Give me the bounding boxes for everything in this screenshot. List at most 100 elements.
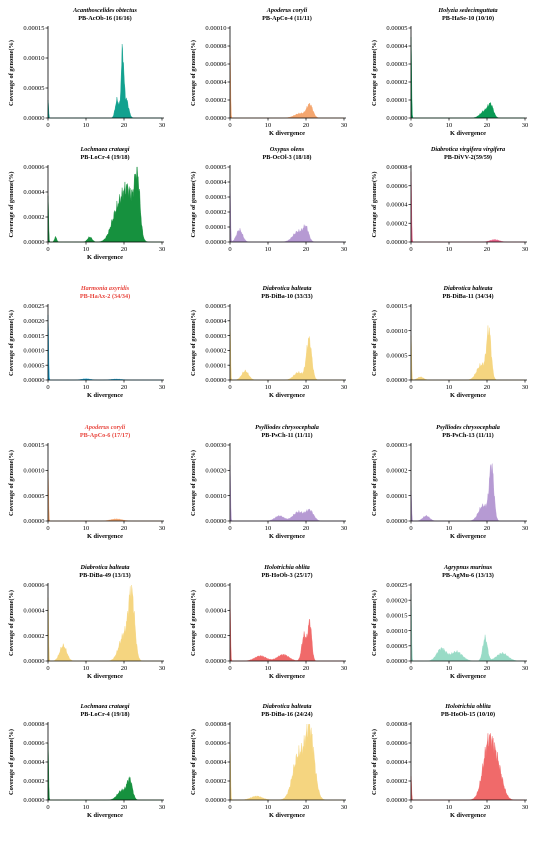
y-tick-label: 0.00005 [386, 643, 407, 650]
y-tick-label: 0.00002 [205, 97, 226, 104]
x-tick-label: 20 [484, 804, 491, 811]
x-axis-label: K divergence [269, 673, 305, 680]
x-tick-label: 20 [121, 525, 128, 532]
y-axis-label: Coverage of genome(%) [371, 590, 378, 656]
y-tick-label: 0.00005 [23, 85, 44, 92]
y-axis-label: Coverage of genome(%) [371, 310, 378, 376]
y-tick-label: 0.00000 [23, 658, 44, 665]
y-tick-label: 0.00005 [205, 164, 226, 171]
y-tick-label: 0.00000 [386, 115, 407, 122]
x-tick-label: 10 [83, 246, 90, 253]
x-axis-label: K divergence [87, 673, 123, 680]
x-tick-label: 20 [484, 122, 491, 129]
y-tick-label: 0.00000 [386, 518, 407, 525]
x-axis-label: K divergence [87, 254, 123, 261]
x-axis-label: K divergence [450, 392, 486, 399]
y-tick-label: 0.00004 [205, 318, 227, 325]
panel-subtitle: PB-DiBa-10 (33/33) [261, 293, 312, 300]
y-tick-label: 0.00004 [205, 179, 227, 186]
y-axis-label: Coverage of genome(%) [8, 40, 15, 106]
panel-subtitle: PB-PsCh-11 (11/11) [261, 432, 312, 439]
y-tick-label: 0.00025 [23, 303, 44, 310]
y-tick-label: 0.00001 [205, 224, 226, 231]
x-tick-label: 20 [121, 122, 128, 129]
x-tick-label: 30 [341, 384, 348, 391]
y-axis-label: Coverage of genome(%) [371, 171, 378, 237]
x-tick-label: 30 [159, 246, 166, 253]
y-tick-label: 0.00020 [386, 597, 407, 604]
series-area [410, 594, 525, 662]
panel-subtitle: PB-AgMu-6 (13/13) [442, 572, 494, 579]
y-tick-label: 0.00006 [23, 164, 45, 171]
x-tick-label: 10 [265, 665, 272, 672]
y-tick-label: 0.00004 [23, 189, 45, 196]
x-tick-label: 10 [83, 384, 90, 391]
x-tick-label: 10 [446, 246, 453, 253]
y-tick-label: 0.00003 [386, 61, 407, 68]
y-tick-label: 0.00000 [23, 115, 44, 122]
x-tick-label: 30 [522, 665, 529, 672]
y-tick-label: 0.00003 [205, 194, 226, 201]
x-tick-label: 10 [265, 804, 272, 811]
y-tick-label: 0.00008 [386, 164, 407, 171]
y-tick-label: 0.00000 [23, 797, 44, 804]
y-tick-label: 0.00010 [205, 25, 226, 32]
series-area [47, 314, 162, 381]
x-tick-label: 0 [46, 665, 49, 672]
x-tick-label: 0 [228, 525, 231, 532]
y-tick-label: 0.00020 [23, 318, 44, 325]
x-tick-label: 10 [446, 122, 453, 129]
series-area [410, 171, 525, 243]
x-tick-label: 20 [484, 525, 491, 532]
x-tick-label: 0 [409, 384, 412, 391]
x-tick-label: 20 [303, 122, 310, 129]
panel-species-name: Psylliodes chrysocephala [255, 424, 319, 431]
x-axis-label: K divergence [87, 812, 123, 819]
x-tick-label: 20 [121, 384, 128, 391]
y-tick-label: 0.00002 [386, 468, 407, 475]
x-tick-label: 0 [409, 665, 412, 672]
panel-subtitle: PB-PsCh-13 (11/11) [442, 432, 493, 439]
y-tick-label: 0.00004 [386, 759, 408, 766]
x-tick-label: 30 [159, 122, 166, 129]
panel-species-name: Holotrichia oblita [263, 564, 310, 571]
y-tick-label: 0.00002 [23, 633, 44, 640]
series-area [47, 470, 162, 522]
series-area [47, 44, 162, 119]
panel-species-name: Diabrotica balteata [262, 703, 312, 710]
x-tick-label: 30 [159, 665, 166, 672]
x-tick-label: 20 [484, 246, 491, 253]
y-tick-label: 0.00030 [205, 442, 226, 449]
x-tick-label: 20 [303, 246, 310, 253]
panel-species-name: Agrypnus murinus [443, 564, 493, 571]
x-tick-label: 10 [83, 122, 90, 129]
y-tick-label: 0.00006 [205, 582, 227, 589]
x-tick-label: 20 [121, 804, 128, 811]
y-tick-label: 0.00003 [205, 333, 226, 340]
x-tick-label: 20 [303, 804, 310, 811]
x-tick-label: 20 [303, 384, 310, 391]
x-tick-label: 0 [409, 246, 412, 253]
y-tick-label: 0.00010 [23, 55, 44, 62]
series-area [410, 36, 525, 119]
y-tick-label: 0.00006 [205, 740, 227, 747]
y-tick-label: 0.00015 [386, 303, 407, 310]
y-tick-label: 0.00010 [23, 348, 44, 355]
y-tick-label: 0.00005 [23, 362, 44, 369]
y-tick-label: 0.00004 [205, 79, 227, 86]
series-area [410, 463, 525, 522]
y-tick-label: 0.00006 [386, 183, 408, 190]
y-axis-label: Coverage of genome(%) [8, 729, 15, 795]
x-tick-label: 20 [484, 665, 491, 672]
panel-species-name: Diabrotica balteata [80, 564, 130, 571]
